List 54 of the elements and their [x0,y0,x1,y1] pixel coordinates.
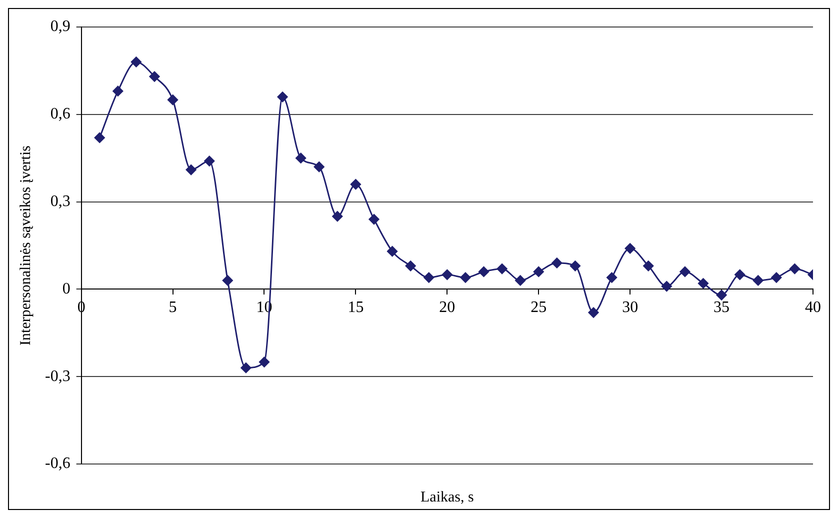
point [112,86,124,96]
point [588,307,599,318]
y-axis-title: Interpersonalinės sąveikos įvertis [18,145,34,346]
point [368,214,380,225]
point [424,272,434,283]
y-tick-label: 0,3 [50,193,70,210]
point [130,56,142,68]
x-tick-label: 5 [168,299,177,316]
point [643,260,654,272]
point [570,260,580,272]
x-tick-label: 35 [714,299,730,316]
point [186,164,196,176]
point [277,92,288,102]
point [496,264,508,274]
point [624,243,636,254]
point [789,264,800,274]
point [149,71,160,82]
point [734,269,746,280]
point [515,275,526,286]
y-tick-label: -0,3 [45,368,70,385]
x-tick-label: 25 [530,299,547,316]
point [94,132,105,143]
point [332,211,343,222]
y-tick-label: 0,9 [50,18,70,36]
x-axis-title: Laikas, s [420,489,474,506]
point [716,290,727,300]
y-tick-label: -0,6 [45,455,70,472]
point [752,275,764,286]
point [405,260,416,272]
point [533,266,544,277]
point [168,94,178,106]
point [698,278,708,289]
point [240,362,252,374]
point [350,179,361,190]
point [771,272,782,283]
point [460,272,471,283]
point [296,152,306,164]
x-tick-label: 15 [348,299,364,316]
point [387,246,398,257]
point [222,275,233,286]
y-tick-label: 0 [62,280,70,298]
point [442,269,452,280]
point [680,266,690,277]
point [478,266,489,277]
point [314,162,324,172]
point [606,272,618,283]
x-tick-label: 40 [805,299,821,316]
point [552,258,562,268]
y-tick-label: 0,6 [50,106,70,123]
point [661,281,672,292]
point [204,156,215,166]
x-tick-label: 20 [439,299,456,316]
x-tick-label: 30 [622,299,638,316]
point [258,356,270,368]
